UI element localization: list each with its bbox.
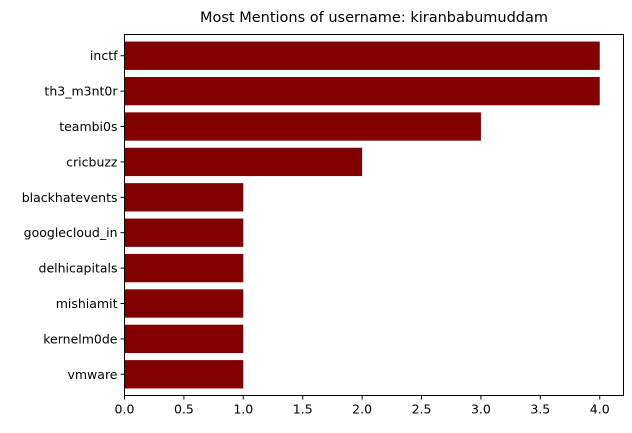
bar bbox=[124, 218, 244, 247]
bar bbox=[124, 360, 244, 389]
bars-group bbox=[124, 41, 600, 389]
x-tick-label: 4.0 bbox=[590, 402, 610, 417]
x-tick-label: 0.5 bbox=[174, 402, 194, 417]
x-tick-label: 3.5 bbox=[530, 402, 550, 417]
y-tick-label: teambi0s bbox=[59, 119, 117, 134]
y-tick-label: googlecloud_in bbox=[24, 225, 118, 240]
y-tick-label: inctf bbox=[90, 48, 118, 63]
bar bbox=[124, 324, 244, 354]
x-tick-label: 3.0 bbox=[471, 402, 491, 417]
y-tick-label: blackhatevents bbox=[22, 190, 118, 205]
y-tick-label: vmware bbox=[67, 367, 117, 382]
bar bbox=[124, 183, 244, 212]
bar bbox=[124, 147, 363, 177]
x-tick-label: 0.0 bbox=[115, 402, 135, 417]
y-tick-label: cricbuzz bbox=[66, 154, 118, 169]
bar bbox=[124, 112, 481, 141]
bar bbox=[124, 253, 244, 283]
bar bbox=[124, 76, 600, 106]
y-tick-label: mishiamit bbox=[56, 296, 118, 311]
chart-title: Most Mentions of username: kiranbabumudd… bbox=[200, 10, 548, 26]
x-tick-label: 2.0 bbox=[352, 402, 372, 417]
y-tick-label: kernelm0de bbox=[43, 331, 118, 346]
y-tick-label: th3_m3nt0r bbox=[44, 84, 118, 99]
bar bbox=[124, 41, 600, 70]
y-tick-label: delhicapitals bbox=[39, 261, 118, 276]
y-axis: inctf th3_m3nt0r teambi0s cricbuzz blackhate… bbox=[22, 48, 125, 382]
x-tick-label: 2.5 bbox=[412, 402, 432, 417]
x-tick-label: 1.5 bbox=[293, 402, 313, 417]
x-tick-label: 1.0 bbox=[233, 402, 253, 417]
bar bbox=[124, 289, 244, 318]
x-axis: 0.0 0.5 1.0 1.5 2.0 2.5 3.0 3.5 4.0 bbox=[115, 395, 610, 417]
plot-frame bbox=[124, 34, 624, 396]
